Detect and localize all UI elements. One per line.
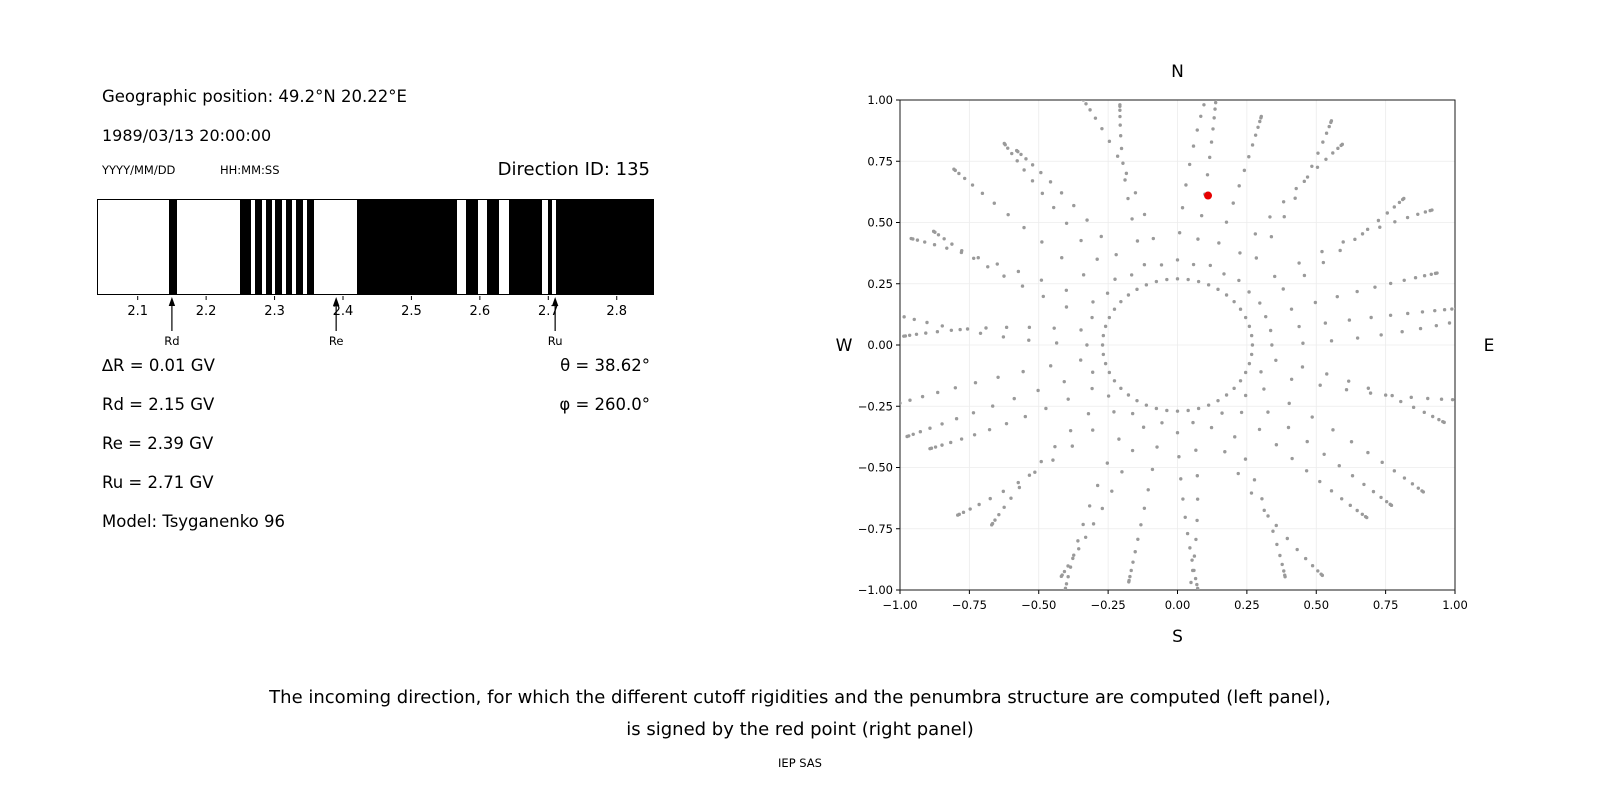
x-tick-label: −1.00 [882,598,917,612]
direction-plot: −1.00 −0.75 −0.50 −0.25 0.00 0.25 0.50 0.75 1.00… [836,62,1495,647]
cutoff-marker-label: Re [329,334,344,348]
penumbra-tick-label: 2.8 [606,304,627,319]
x-tick-label: 0.75 [1373,598,1399,612]
compass-south-label: S [1172,627,1183,647]
cutoff-marker-arrowhead [551,297,559,306]
phi-value: φ = 260.0° [559,395,650,414]
y-tick-label: 1.00 [867,93,893,107]
datetime-label: 1989/03/13 20:00:00 [102,126,272,145]
penumbra-band [306,200,315,294]
penumbra-band [486,200,499,294]
penumbra-tick-label: 2.7 [538,304,559,319]
penumbra-axis: 2.1 2.2 2.3 2.4 2.5 2.6 2.7 2.8 Rd Re Ru [127,296,627,348]
penumbra-tick-label: 2.2 [196,304,217,319]
re-value: Re = 2.39 GV [102,434,214,453]
x-tick-label: 0.00 [1165,598,1191,612]
ru-value: Ru = 2.71 GV [102,473,214,492]
caption-line-1: The incoming direction, for which the di… [269,687,1331,708]
theta-value: θ = 38.62° [560,356,650,375]
penumbra-band [508,200,543,294]
credit-label: IEP SAS [778,756,822,770]
x-tick-label: 1.00 [1442,598,1468,612]
penumbra-plot [97,199,654,295]
cutoff-marker-arrowhead [168,297,176,306]
compass-north-label: N [1171,62,1184,82]
time-format-hint: HH:MM:SS [220,163,280,177]
asymptotic-direction-dots [900,100,1455,590]
penumbra-band [356,200,458,294]
geo-position-label: Geographic position: 49.2°N 20.22°E [102,87,407,106]
y-tick-label: 0.00 [867,338,893,352]
red-point-incoming-direction [1204,191,1213,200]
x-tick-label: −0.75 [952,598,987,612]
penumbra-tick-label: 2.1 [127,304,148,319]
x-tick-label: −0.50 [1021,598,1056,612]
y-tick-label: 0.75 [867,154,893,168]
compass-east-label: E [1484,336,1495,356]
penumbra-band [286,200,293,294]
caption-line-2: is signed by the red point (right panel) [626,719,974,740]
y-tick-label: −0.75 [858,522,893,536]
x-tick-label: −0.25 [1091,598,1126,612]
date-format-hint: YYYY/MM/DD [102,163,176,177]
x-tick-label: 0.25 [1234,598,1260,612]
compass-west-label: W [836,336,853,356]
y-tick-label: 0.25 [867,277,893,291]
cutoff-marker-label: Ru [548,334,563,348]
delta-r-value: ∆R = 0.01 GV [102,356,215,375]
penumbra-band [240,200,251,294]
cutoff-marker-label: Rd [164,334,179,348]
penumbra-tick-label: 2.3 [264,304,285,319]
cutoff-marker-arrowhead [332,297,340,306]
x-tick-label: 0.50 [1303,598,1329,612]
y-tick-label: −0.25 [858,399,893,413]
penumbra-band [548,200,553,294]
direction-id-label: Direction ID: 135 [497,159,650,180]
penumbra-tick-label: 2.4 [333,304,354,319]
penumbra-tick-label: 2.5 [401,304,422,319]
model-label: Model: Tsyganenko 96 [102,512,286,531]
penumbra-band [168,200,178,294]
penumbra-band [254,200,263,294]
rd-value: Rd = 2.15 GV [102,395,215,414]
penumbra-band [466,200,478,294]
plot-frame [899,99,1456,591]
penumbra-band [275,200,282,294]
penumbra-band [265,200,272,294]
penumbra-band [555,200,653,294]
penumbra-tick-label: 2.6 [470,304,491,319]
y-tick-label: 0.50 [867,216,893,230]
penumbra-band [295,200,303,294]
y-tick-label: −0.50 [858,461,893,475]
y-tick-label: −1.00 [858,583,893,597]
